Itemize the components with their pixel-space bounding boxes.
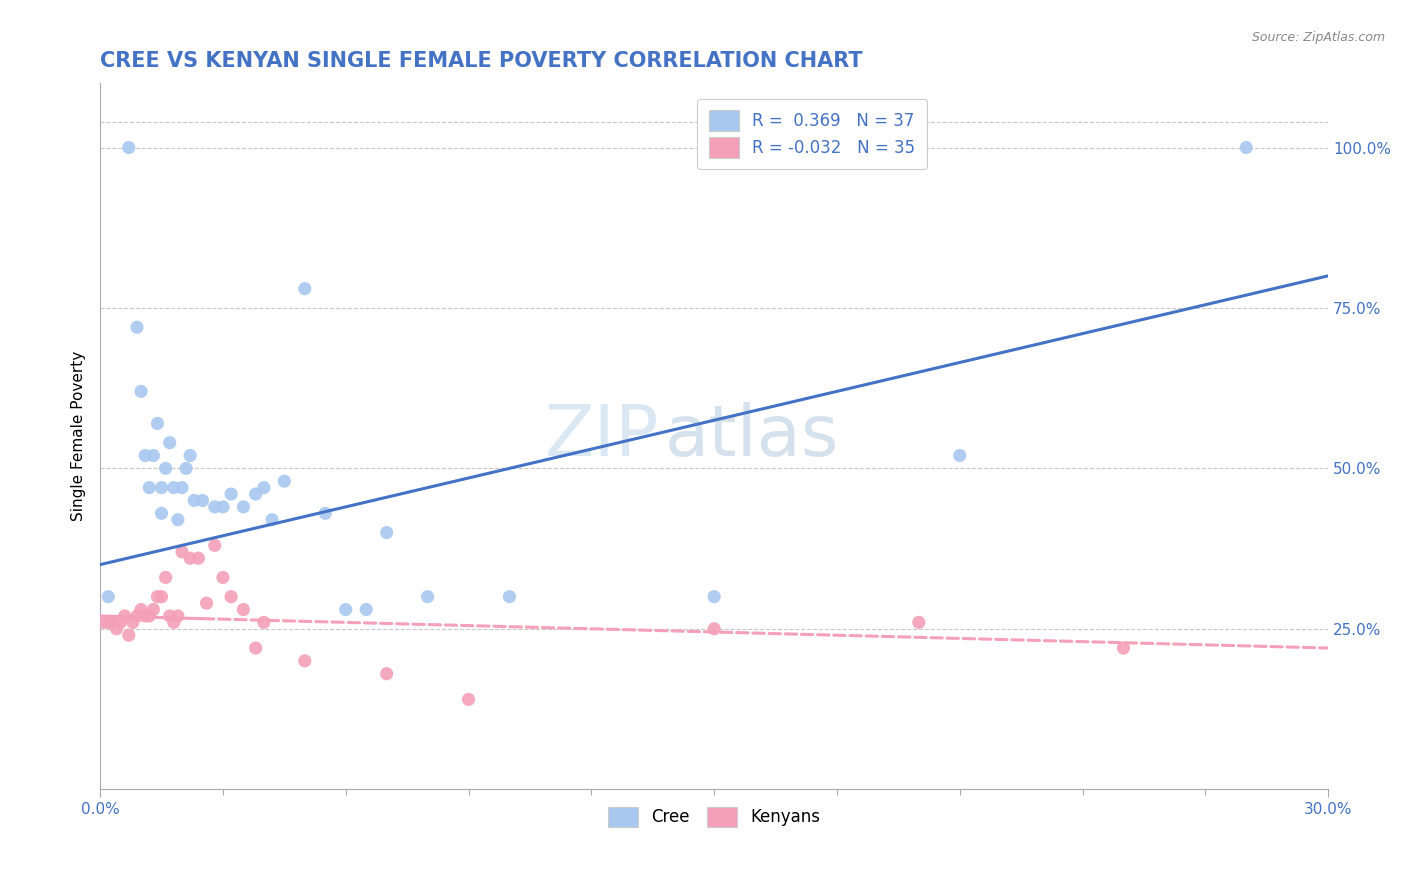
- Point: [219, 590, 242, 604]
- Point: [159, 435, 181, 450]
- Point: [179, 449, 201, 463]
- Point: [118, 628, 141, 642]
- Point: [146, 417, 169, 431]
- Point: [150, 481, 173, 495]
- Point: [375, 525, 398, 540]
- Point: [159, 609, 181, 624]
- Point: [245, 487, 267, 501]
- Point: [1112, 641, 1135, 656]
- Point: [155, 570, 177, 584]
- Text: atlas: atlas: [665, 401, 839, 471]
- Point: [125, 320, 148, 334]
- Point: [170, 545, 193, 559]
- Point: [93, 615, 115, 630]
- Point: [416, 590, 439, 604]
- Point: [122, 615, 145, 630]
- Point: [498, 590, 520, 604]
- Point: [170, 481, 193, 495]
- Point: [375, 666, 398, 681]
- Point: [314, 506, 336, 520]
- Point: [174, 461, 197, 475]
- Point: [114, 609, 136, 624]
- Point: [105, 622, 128, 636]
- Point: [212, 570, 235, 584]
- Point: [204, 538, 226, 552]
- Point: [232, 602, 254, 616]
- Point: [703, 622, 725, 636]
- Point: [97, 615, 120, 630]
- Point: [129, 602, 152, 616]
- Point: [150, 506, 173, 520]
- Point: [907, 615, 929, 630]
- Text: ZIP: ZIP: [544, 401, 659, 471]
- Point: [167, 513, 190, 527]
- Point: [110, 615, 132, 630]
- Point: [253, 481, 276, 495]
- Point: [146, 590, 169, 604]
- Point: [354, 602, 377, 616]
- Point: [1234, 140, 1257, 154]
- Point: [134, 609, 156, 624]
- Point: [260, 513, 283, 527]
- Point: [195, 596, 218, 610]
- Point: [253, 615, 276, 630]
- Point: [219, 487, 242, 501]
- Point: [183, 493, 205, 508]
- Point: [142, 602, 165, 616]
- Point: [142, 449, 165, 463]
- Point: [138, 609, 160, 624]
- Point: [335, 602, 357, 616]
- Point: [129, 384, 152, 399]
- Point: [167, 609, 190, 624]
- Point: [949, 449, 972, 463]
- Point: [155, 461, 177, 475]
- Point: [125, 609, 148, 624]
- Point: [273, 474, 295, 488]
- Y-axis label: Single Female Poverty: Single Female Poverty: [72, 351, 86, 522]
- Text: CREE VS KENYAN SINGLE FEMALE POVERTY CORRELATION CHART: CREE VS KENYAN SINGLE FEMALE POVERTY COR…: [100, 51, 863, 70]
- Point: [294, 282, 316, 296]
- Point: [163, 615, 186, 630]
- Point: [163, 481, 186, 495]
- Point: [232, 500, 254, 514]
- Point: [294, 654, 316, 668]
- Point: [212, 500, 235, 514]
- Point: [457, 692, 479, 706]
- Point: [101, 615, 124, 630]
- Point: [191, 493, 214, 508]
- Legend: Cree, Kenyans: Cree, Kenyans: [602, 800, 827, 834]
- Text: Source: ZipAtlas.com: Source: ZipAtlas.com: [1251, 31, 1385, 45]
- Point: [245, 641, 267, 656]
- Point: [187, 551, 209, 566]
- Point: [138, 481, 160, 495]
- Point: [150, 590, 173, 604]
- Point: [204, 500, 226, 514]
- Point: [703, 590, 725, 604]
- Point: [179, 551, 201, 566]
- Point: [118, 140, 141, 154]
- Point: [134, 449, 156, 463]
- Point: [97, 590, 120, 604]
